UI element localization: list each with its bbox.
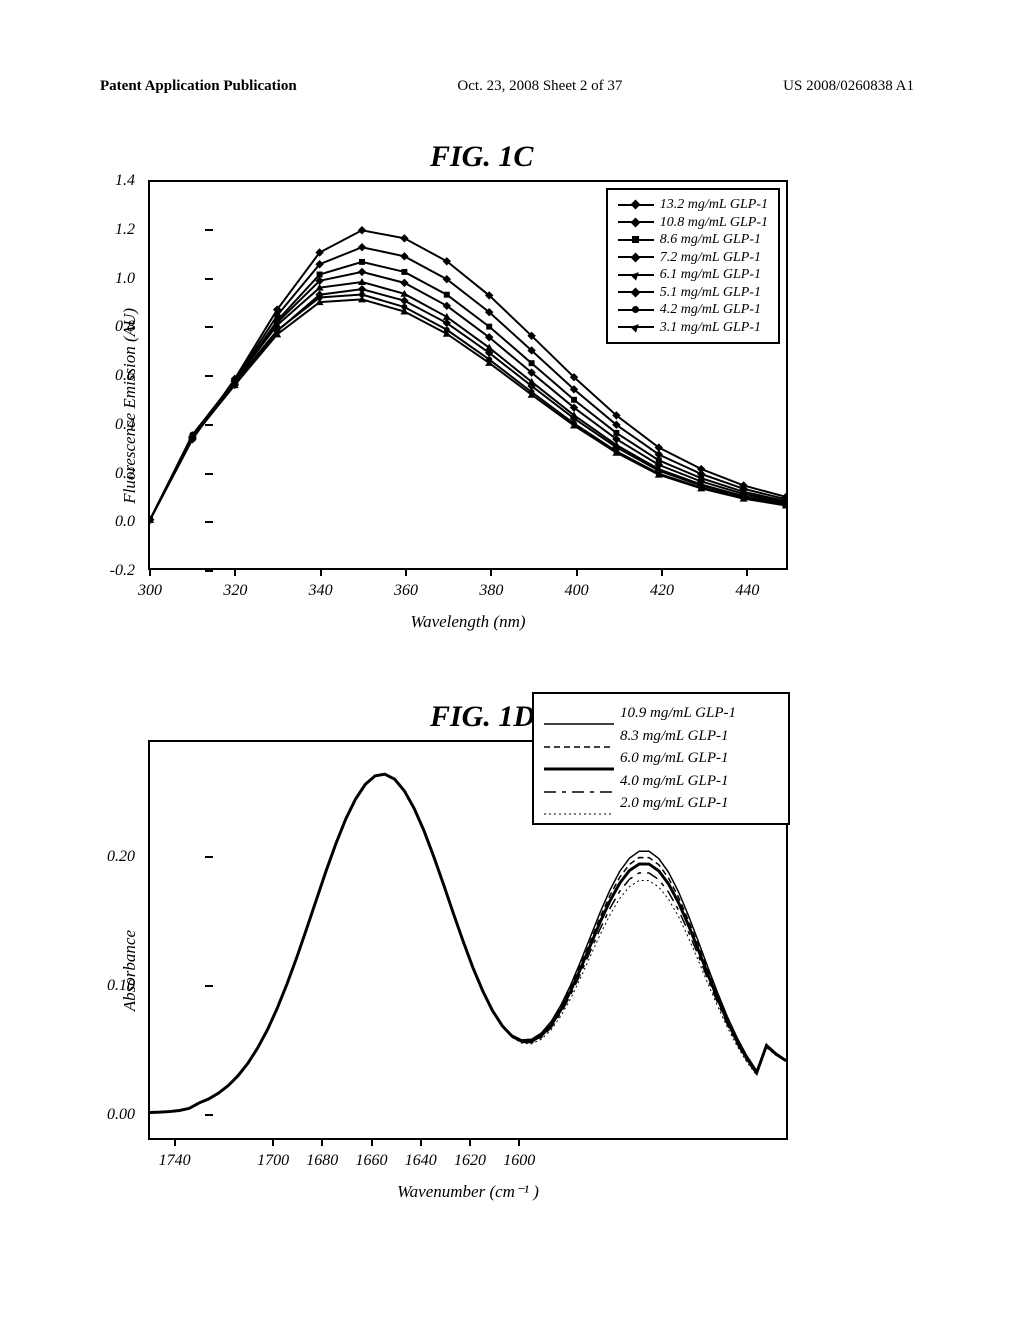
figc-xtick: 300: [138, 582, 162, 600]
figc-legend: 13.2 mg/mL GLP-110.8 mg/mL GLP-18.6 mg/m…: [606, 188, 780, 344]
figc-ytick: 1.4: [80, 172, 135, 190]
figc-legend-row: 8.6 mg/mL GLP-1: [618, 231, 768, 249]
header-left: Patent Application Publication: [100, 78, 297, 95]
figd-ytick: 0.20: [80, 848, 135, 866]
header-right: US 2008/0260838 A1: [783, 78, 914, 95]
figc-xtick: 420: [650, 582, 674, 600]
figd-legend-row: 2.0 mg/mL GLP-1: [544, 792, 778, 815]
figd-legend-row: 6.0 mg/mL GLP-1: [544, 747, 778, 770]
figd-xtick: 1700: [257, 1152, 289, 1170]
figc-ytick: 0.6: [80, 367, 135, 385]
figc-ytick: 1.2: [80, 221, 135, 239]
figc-legend-row: 10.8 mg/mL GLP-1: [618, 214, 768, 232]
figd-xtick: 1600: [503, 1152, 535, 1170]
figd-legend-row: 4.0 mg/mL GLP-1: [544, 770, 778, 793]
figd-plot-area: 10.9 mg/mL GLP-18.3 mg/mL GLP-16.0 mg/mL…: [148, 740, 788, 1140]
figd-ytick: 0.00: [80, 1106, 135, 1124]
figc-x-label: Wavelength (nm): [410, 612, 525, 632]
header-mid: Oct. 23, 2008 Sheet 2 of 37: [457, 78, 622, 95]
figc-plot-area: 13.2 mg/mL GLP-110.8 mg/mL GLP-18.6 mg/m…: [148, 180, 788, 570]
figd-x-label: Wavenumber (cm⁻¹ ): [397, 1182, 539, 1202]
figc-xtick: 340: [309, 582, 333, 600]
figd-y-label: Absorbance: [120, 930, 140, 1011]
figure-1c-chart: Fluorescence Emission (AU) 13.2 mg/mL GL…: [120, 180, 900, 632]
figd-xtick: 1660: [356, 1152, 388, 1170]
figc-xtick: 440: [735, 582, 759, 600]
figd-xtick: 1740: [159, 1152, 191, 1170]
figure-1c-title: FIG. 1C: [430, 140, 533, 174]
figd-xtick: 1680: [306, 1152, 338, 1170]
figc-legend-row: 7.2 mg/mL GLP-1: [618, 249, 768, 267]
figd-legend: 10.9 mg/mL GLP-18.3 mg/mL GLP-16.0 mg/mL…: [532, 692, 790, 825]
figd-ytick: 0.10: [80, 977, 135, 995]
figd-xtick: 1620: [454, 1152, 486, 1170]
figc-legend-row: 3.1 mg/mL GLP-1: [618, 319, 768, 337]
figc-legend-row: 5.1 mg/mL GLP-1: [618, 284, 768, 302]
figc-xtick: 400: [565, 582, 589, 600]
figc-ytick: 0.8: [80, 318, 135, 336]
figd-legend-row: 10.9 mg/mL GLP-1: [544, 702, 778, 725]
figc-ytick: 0.2: [80, 465, 135, 483]
figc-xtick: 360: [394, 582, 418, 600]
figure-1d-chart: Absorbance 10.9 mg/mL GLP-18.3 mg/mL GLP…: [120, 740, 900, 1202]
figd-legend-row: 8.3 mg/mL GLP-1: [544, 725, 778, 748]
figc-xtick: 380: [479, 582, 503, 600]
figc-legend-row: 13.2 mg/mL GLP-1: [618, 196, 768, 214]
figure-1d-title: FIG. 1D: [430, 700, 535, 734]
page-header: Patent Application Publication Oct. 23, …: [0, 78, 1024, 95]
figc-ytick: -0.2: [80, 562, 135, 580]
figc-ytick: 0.4: [80, 416, 135, 434]
figc-legend-row: 6.1 mg/mL GLP-1: [618, 266, 768, 284]
figc-ytick: 1.0: [80, 270, 135, 288]
figd-xtick: 1640: [405, 1152, 437, 1170]
figc-legend-row: 4.2 mg/mL GLP-1: [618, 301, 768, 319]
figc-ytick: 0.0: [80, 513, 135, 531]
figc-xtick: 320: [223, 582, 247, 600]
